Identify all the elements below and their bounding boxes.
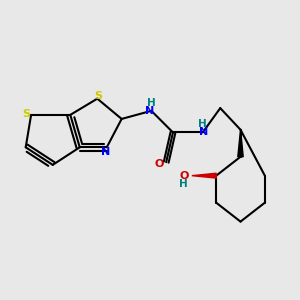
Text: O: O: [155, 158, 164, 169]
Text: N: N: [146, 106, 154, 116]
Text: N: N: [101, 147, 110, 157]
Polygon shape: [238, 130, 243, 157]
Text: O: O: [179, 171, 188, 181]
Text: S: S: [22, 109, 30, 118]
Text: H: H: [147, 98, 156, 108]
Text: N: N: [200, 128, 209, 137]
Text: H: H: [179, 179, 188, 189]
Text: H: H: [198, 119, 207, 129]
Text: S: S: [95, 91, 103, 101]
Polygon shape: [192, 173, 216, 178]
